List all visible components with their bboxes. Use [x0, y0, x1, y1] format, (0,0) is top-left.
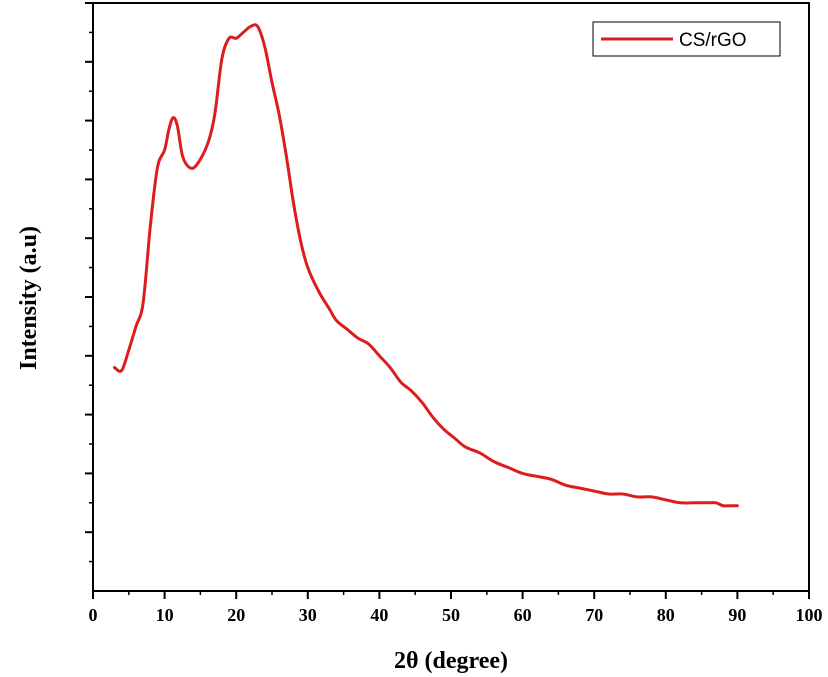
x-tick-label-10: 10	[156, 605, 174, 625]
x-tick-label-80: 80	[657, 605, 675, 625]
x-tick-label-0: 0	[89, 605, 98, 625]
x-tick-label-40: 40	[370, 605, 388, 625]
legend: CS/rGO	[592, 21, 781, 57]
x-tick-label-50: 50	[442, 605, 460, 625]
series-layer	[112, 23, 739, 508]
y-axis-ticks	[85, 2, 93, 563]
x-tick-label-90: 90	[728, 605, 746, 625]
x-tick-label-100: 100	[796, 605, 823, 625]
x-tick-label-30: 30	[299, 605, 317, 625]
legend-label-cs-rgo: CS/rGO	[679, 30, 747, 51]
x-axis-tick-labels: 0 10 20 30 40 50 60 70 80 90 100	[89, 605, 823, 625]
plot-area	[85, 2, 810, 599]
x-axis-ticks	[92, 591, 810, 599]
x-axis-title: 2θ (degree)	[394, 648, 508, 674]
x-tick-label-60: 60	[514, 605, 532, 625]
y-axis-title: Intensity (a.u)	[16, 226, 42, 370]
x-tick-label-70: 70	[585, 605, 603, 625]
series-line-0	[112, 23, 739, 508]
x-tick-label-20: 20	[227, 605, 245, 625]
